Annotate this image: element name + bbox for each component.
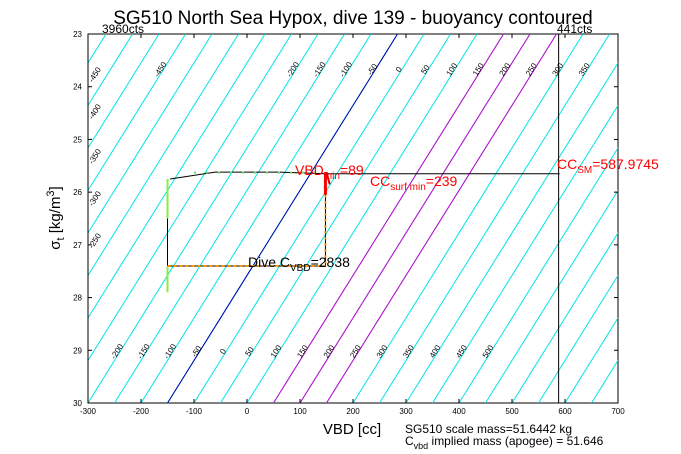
buoyancy-contour-line <box>246 34 478 403</box>
y-tick-label: 23 <box>73 30 82 39</box>
cc-sm-annotation: CCSM=587.9745 <box>557 156 659 176</box>
buoyancy-contour-line <box>88 34 133 107</box>
y-tick-label: 29 <box>73 346 82 355</box>
x-tick-label: 500 <box>505 407 519 416</box>
x-tick-label: 400 <box>452 407 466 416</box>
x-tick-label: 0 <box>245 407 250 416</box>
footer-implied-mass: Cvbd implied mass (apogee) = 51.646 <box>405 434 604 451</box>
buoyancy-contour-line <box>114 34 345 403</box>
x-tick-label: 200 <box>346 407 360 416</box>
buoyancy-contour-line <box>405 61 618 403</box>
contour-label-bottom: 0 <box>218 347 228 356</box>
buoyancy-contour-line <box>88 34 186 192</box>
buoyancy-contour-line <box>458 146 618 403</box>
dive-c-annotation: Dive CVBD=2838 <box>248 254 350 274</box>
buoyancy-contour-line <box>88 34 319 403</box>
x-tick-label: 700 <box>611 407 625 416</box>
buoyancy-contour-line <box>88 34 213 234</box>
buoyancy-contour-line <box>645 34 681 403</box>
cc-surf-annotation: CCsurf min=239 <box>370 173 458 193</box>
buoyancy-contour-line <box>220 34 451 403</box>
magenta-contour-line <box>299 34 531 403</box>
x-axis-label: VBD [cc] <box>323 421 381 438</box>
buoyancy-contour-line <box>432 104 618 403</box>
dive-path <box>166 171 560 293</box>
x-tick-label: 300 <box>399 407 413 416</box>
contour-label-top: 0 <box>394 65 404 74</box>
x-tick-label: 600 <box>558 407 572 416</box>
y-tick-label: 28 <box>73 294 82 303</box>
corner-label-right: 441cts <box>557 22 592 36</box>
x-tick-label: 100 <box>293 407 307 416</box>
buoyancy-contour-line <box>0 34 80 403</box>
dive-path-marker <box>325 171 331 185</box>
buoyancy-contour-line <box>140 34 372 403</box>
highlight-contours <box>167 34 557 403</box>
y-axis-label: σt [kg/m3] <box>45 186 67 249</box>
buoyancy-contour-line <box>0 34 27 403</box>
buoyancy-contour-line <box>88 34 160 149</box>
blue-contour-line <box>167 34 398 403</box>
x-axis-ticks: -300 -200 -100 0 100 200 300 400 500 600 700 <box>80 34 625 416</box>
y-axis-ticks: 23 24 25 26 27 28 29 30 <box>73 30 618 408</box>
dive-path-line <box>167 171 560 267</box>
footer-scale-mass: SG510 scale mass=51.6442 kg <box>405 422 572 436</box>
x-tick-label: -200 <box>133 407 150 416</box>
buoyancy-contour-line <box>88 34 239 277</box>
buoyancy-contour-line <box>511 232 618 403</box>
buoyancy-contour-line <box>88 34 292 362</box>
buoyancy-contour-line <box>0 34 53 403</box>
y-tick-label: 25 <box>73 135 82 144</box>
buoyancy-contour-line <box>88 34 266 319</box>
buoyancy-contour-line <box>564 317 618 403</box>
magenta-contour-line <box>326 34 557 403</box>
y-tick-label: 27 <box>73 241 82 250</box>
x-tick-label: -300 <box>80 407 97 416</box>
vertical-lines <box>87 34 560 403</box>
buoyancy-contour-line <box>352 34 584 403</box>
buoyancy-contour-line <box>485 189 618 403</box>
buoyancy-contour-line <box>617 402 618 403</box>
y-tick-label: 26 <box>73 188 82 197</box>
x-tick-label: -100 <box>186 407 203 416</box>
magenta-contour-line <box>273 34 504 403</box>
corner-label-left: 3960cts <box>102 22 144 36</box>
y-tick-label: 24 <box>73 83 82 92</box>
y-tick-label: 30 <box>73 399 82 408</box>
buoyancy-contour-line <box>379 34 610 403</box>
buoyancy-contour-line <box>538 274 618 403</box>
chart-title: SG510 North Sea Hypox, dive 139 - buoyan… <box>113 8 593 29</box>
vbd-min-annotation: VBDmin=89 <box>295 162 364 182</box>
buoyancy-contour-line <box>193 34 425 403</box>
